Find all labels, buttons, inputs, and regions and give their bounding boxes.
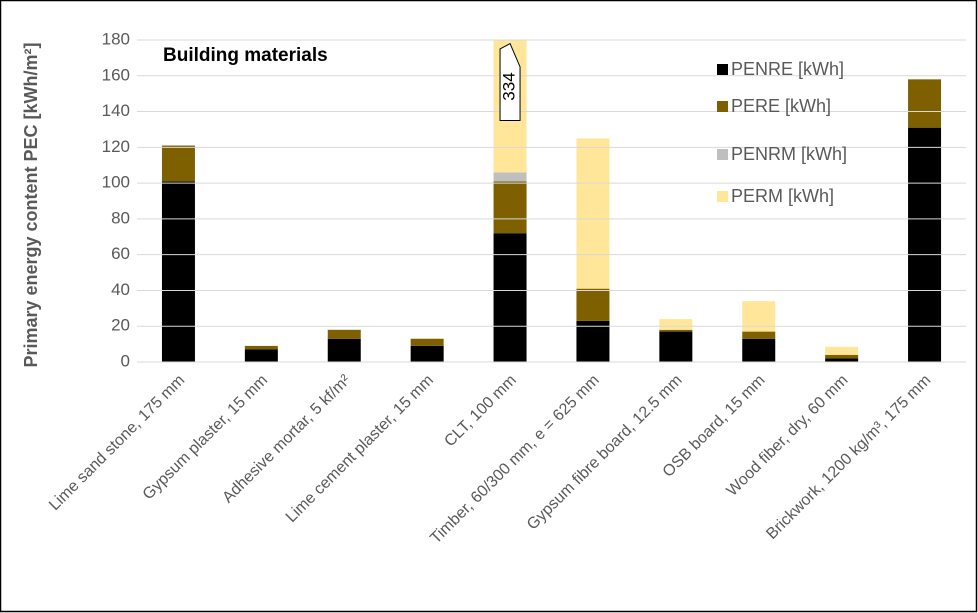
bar-segment <box>576 320 610 362</box>
bar-segment <box>493 172 527 182</box>
bar-segment <box>825 358 859 362</box>
bar-segment <box>493 181 527 234</box>
bar-segment <box>410 345 444 362</box>
bar-segment <box>825 346 859 355</box>
bar-segment <box>161 145 195 182</box>
legend-swatch <box>717 64 728 75</box>
bar-segment <box>908 127 942 363</box>
legend-swatch <box>717 149 728 160</box>
bar-segment <box>576 288 610 321</box>
bar-segment <box>244 345 278 350</box>
bar-segment <box>659 331 693 362</box>
bar-segment <box>659 329 693 332</box>
annotation-box <box>499 42 521 121</box>
y-tick-label: 40 <box>111 280 130 299</box>
bar-segment <box>576 138 610 289</box>
legend-label: PENRM [kWh] <box>731 144 847 164</box>
bar-segment <box>327 338 361 362</box>
y-tick-label: 60 <box>111 244 130 263</box>
bar-segment <box>327 329 361 339</box>
legend-swatch <box>717 101 728 112</box>
y-tick-label: 0 <box>121 351 130 370</box>
bar-segment <box>161 181 195 362</box>
y-axis-label: Primary energy content PEC [kWh/m²] <box>21 42 41 367</box>
bar-segment <box>908 79 942 128</box>
bar-segment <box>742 338 776 362</box>
legend-swatch <box>717 191 728 202</box>
bar-segment <box>742 301 776 332</box>
bar-segment <box>493 233 527 362</box>
bar-segment <box>410 338 444 346</box>
bar-segment <box>742 331 776 339</box>
y-tick-label: 180 <box>102 29 130 48</box>
y-tick-label: 140 <box>102 101 130 120</box>
y-tick-label: 20 <box>111 316 130 335</box>
legend-label: PERE [kWh] <box>731 96 831 116</box>
y-tick-label: 120 <box>102 137 130 156</box>
y-tick-label: 160 <box>102 65 130 84</box>
y-tick-label: 100 <box>102 173 130 192</box>
y-tick-label: 80 <box>111 208 130 227</box>
bar-segment <box>244 349 278 362</box>
legend-label: PERM [kWh] <box>731 186 834 206</box>
bar-segment <box>659 319 693 330</box>
chart-title: Building materials <box>163 45 328 66</box>
bar-segment <box>825 354 859 359</box>
legend-label: PENRE [kWh] <box>731 59 844 79</box>
annotation: 334 <box>500 72 519 100</box>
